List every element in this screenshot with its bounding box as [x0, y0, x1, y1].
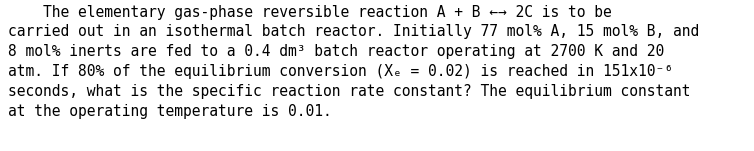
Text: The elementary gas-phase reversible reaction A + B ←→ 2C is to be
carried out in: The elementary gas-phase reversible reac… [8, 5, 699, 119]
